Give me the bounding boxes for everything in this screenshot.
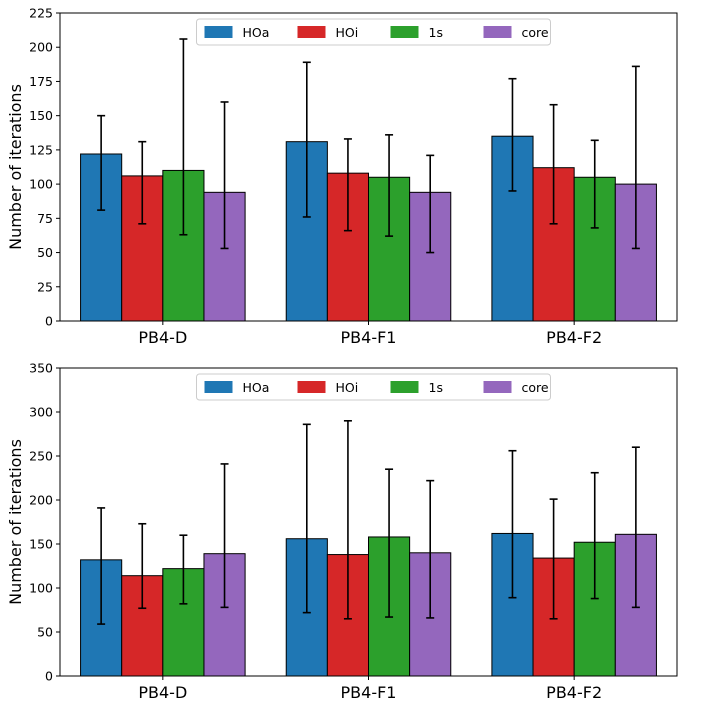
chart0-errorbar-1s-PB4-F2 (590, 139, 599, 229)
chart0-legend-label-core: core (522, 25, 549, 40)
chart0-errorbar-HOi-PB4-F2 (549, 103, 558, 225)
chart0-legend-swatch-core (483, 26, 512, 38)
chart0-xtick-label-PB4-F2: PB4-F2 (546, 328, 602, 347)
chart0-ytick-label-150: 150 (29, 108, 53, 123)
chart1-errorbar-HOi-PB4-F1 (343, 419, 352, 620)
chart0-legend-box (196, 18, 551, 46)
chart1-legend-swatch-core (483, 381, 512, 393)
chart0-ytick-label-100: 100 (29, 177, 53, 192)
chart1-xtick-label-PB4-F1: PB4-F1 (341, 683, 397, 702)
chart1-errorbar-HOa-PB4-D (97, 507, 106, 625)
chart0-errorbar-HOi-PB4-F1 (343, 138, 352, 232)
chart0-errorbar-HOa-PB4-F1 (302, 61, 311, 218)
chart1-errorbar-1s-PB4-F1 (385, 468, 394, 618)
chart1-ytick-label-350: 350 (29, 361, 53, 376)
chart1-errorbar-1s-PB4-D (179, 534, 188, 605)
chart0-ytick-label-0: 0 (45, 314, 53, 329)
chart0-legend: HOa HOi 1s core (196, 18, 551, 46)
chart0-legend-swatch-HOa (204, 26, 233, 38)
chart1-ytick-label-100: 100 (29, 581, 53, 596)
chart1-ylabel: Number of iterations (6, 439, 25, 605)
chart1-errorbar-core-PB4-F2 (631, 446, 640, 609)
chart1-errorbar-HOi-PB4-F2 (549, 498, 558, 620)
chart0-legend-swatch-1s (390, 26, 419, 38)
chart1-legend-box (196, 373, 551, 401)
chart1-errorbar-1s-PB4-F2 (590, 471, 599, 600)
chart0-ylabel: Number of iterations (6, 84, 25, 250)
chart1-legend-label-core: core (522, 380, 549, 395)
chart1-errorbar-core-PB4-D (220, 463, 229, 609)
chart1-legend-label-HOi: HOi (336, 380, 359, 395)
chart0-legend-label-1s: 1s (429, 25, 443, 40)
chart0-ytick-label-200: 200 (29, 40, 53, 55)
chart1-errorbar-HOa-PB4-F1 (302, 423, 311, 614)
chart0-legend-swatch-HOi (297, 26, 326, 38)
chart0-ytick-label-225: 225 (29, 6, 53, 21)
chart1-legend-label-1s: 1s (429, 380, 443, 395)
chart0-ytick-label-75: 75 (37, 211, 53, 226)
chart0-errorbar-core-PB4-F2 (631, 65, 640, 250)
chart0-errorbar-1s-PB4-D (179, 38, 188, 236)
chart1-errorbar-core-PB4-F1 (426, 479, 435, 619)
chart0-legend-label-HOa: HOa (243, 25, 270, 40)
chart1-xtick-label-PB4-D: PB4-D (138, 683, 187, 702)
chart0-errorbar-HOa-PB4-F2 (508, 77, 517, 192)
chart0-errorbar-core-PB4-D (220, 101, 229, 250)
chart1-xtick-label-PB4-F2: PB4-F2 (546, 683, 602, 702)
chart0-ytick-label-175: 175 (29, 74, 53, 89)
chart0-ytick-label-50: 50 (37, 245, 53, 260)
chart1-ytick-label-150: 150 (29, 537, 53, 552)
chart1-errorbar-HOi-PB4-D (138, 522, 147, 610)
chart0-ytick-label-25: 25 (37, 279, 53, 294)
chart1-ytick-label-50: 50 (37, 625, 53, 640)
chart1-legend-swatch-HOi (297, 381, 326, 393)
chart1-ytick-label-200: 200 (29, 493, 53, 508)
chart0-errorbar-1s-PB4-F1 (385, 134, 394, 237)
chart1: 0 50 100 150 200 250 300 350 PB4-D PB4-F1 PB4-F2 Nu… (6, 361, 678, 702)
chart0-xtick-label-PB4-D: PB4-D (138, 328, 187, 347)
chart0-errorbar-HOi-PB4-D (138, 140, 147, 225)
chart1-legend: HOa HOi 1s core (196, 373, 551, 401)
chart0-errorbar-HOa-PB4-D (97, 114, 106, 211)
chart0-errorbar-core-PB4-F1 (426, 154, 435, 254)
chart0-legend-label-HOi: HOi (336, 25, 359, 40)
chart0-ytick-label-125: 125 (29, 142, 53, 157)
chart1-legend-label-HOa: HOa (243, 380, 270, 395)
chart0: 0 25 50 75 100 125 150 175 200 225 PB4-D PB4-F1 PB4-… (6, 6, 678, 347)
chart1-legend-swatch-HOa (204, 381, 233, 393)
chart0-xtick-label-PB4-F1: PB4-F1 (341, 328, 397, 347)
chart1-ytick-label-300: 300 (29, 405, 53, 420)
chart1-ytick-label-0: 0 (45, 669, 53, 684)
chart1-legend-swatch-1s (390, 381, 419, 393)
chart1-ytick-label-250: 250 (29, 449, 53, 464)
chart1-errorbar-HOa-PB4-F2 (508, 449, 517, 599)
